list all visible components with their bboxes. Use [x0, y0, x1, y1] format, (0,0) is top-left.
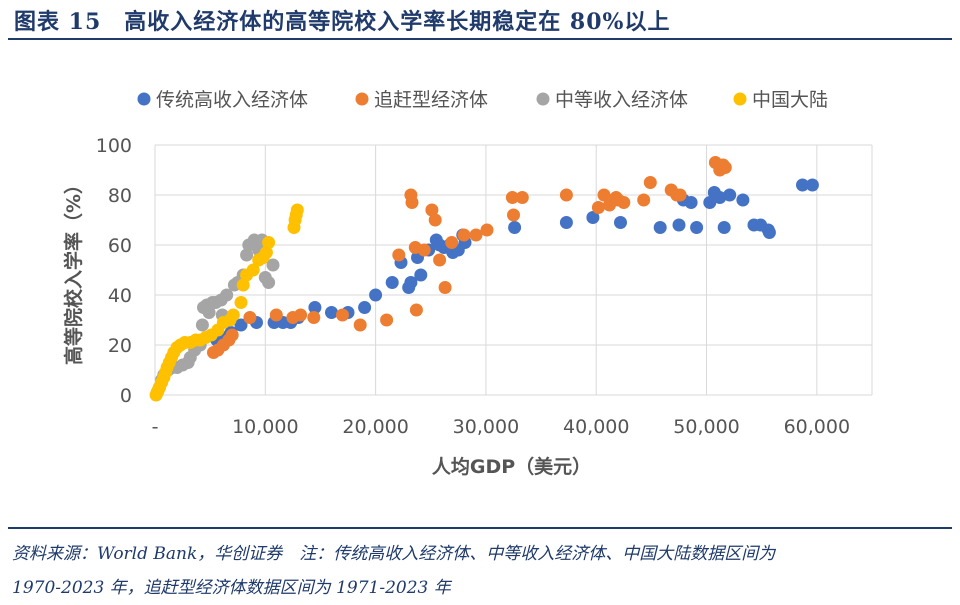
footer-rule — [8, 527, 952, 529]
data-point — [234, 318, 248, 332]
data-point — [236, 278, 250, 292]
data-point — [684, 196, 698, 209]
y-tick-label: 40 — [108, 285, 132, 307]
data-point — [202, 306, 216, 319]
data-point — [723, 188, 737, 202]
data-point — [617, 196, 631, 209]
data-point — [417, 243, 431, 257]
data-point — [358, 301, 372, 314]
data-point — [262, 236, 276, 249]
data-point — [515, 191, 529, 204]
legend-label: 中等收入经济体 — [555, 89, 688, 111]
data-point — [294, 308, 308, 322]
x-tick-label: - — [152, 416, 159, 438]
data-point — [762, 226, 776, 239]
data-point — [404, 276, 418, 289]
data-point — [505, 191, 519, 204]
data-point — [457, 228, 471, 242]
data-point — [225, 328, 239, 342]
data-point — [469, 228, 483, 242]
data-point — [269, 308, 283, 322]
data-point — [591, 201, 605, 214]
x-tick-label: 40,000 — [563, 416, 629, 438]
data-point — [796, 178, 809, 192]
data-point — [586, 211, 600, 224]
data-point — [425, 203, 439, 217]
data-point — [405, 196, 419, 209]
legend-marker — [733, 92, 747, 106]
data-point — [290, 203, 304, 217]
data-point — [409, 303, 423, 317]
data-point — [414, 268, 428, 282]
data-point — [445, 236, 459, 249]
legend-marker — [137, 92, 151, 106]
data-point — [246, 263, 260, 277]
data-point — [703, 196, 717, 209]
data-point — [614, 216, 627, 229]
data-point — [480, 223, 494, 237]
x-tick-label: 60,000 — [784, 416, 850, 438]
y-tick-label: 80 — [108, 185, 132, 207]
x-tick-label: 50,000 — [673, 416, 739, 438]
data-point — [643, 176, 657, 189]
source-line-2: 1970-2023 年，追赶型经济体数据区间为 1971-2023 年 — [12, 578, 451, 598]
x-tick-label: 10,000 — [232, 416, 298, 438]
data-point — [713, 191, 727, 204]
data-point — [336, 308, 349, 322]
y-tick-label: 0 — [120, 385, 132, 407]
data-point — [718, 161, 732, 174]
legend-label: 中国大陆 — [752, 89, 828, 111]
x-tick-label: 30,000 — [453, 416, 519, 438]
data-point — [637, 193, 651, 207]
legend-label: 传统高收入经济体 — [156, 89, 308, 111]
data-point — [195, 318, 209, 332]
title-rule — [8, 38, 952, 40]
data-point — [690, 221, 704, 234]
data-point — [307, 311, 321, 324]
data-point — [438, 281, 452, 294]
data-point — [240, 248, 254, 262]
figure-title: 图表 15 高收入经济体的高等院校入学率长期稳定在 80%以上 — [14, 9, 671, 35]
data-point — [308, 301, 322, 314]
data-point — [353, 318, 367, 332]
data-point — [672, 218, 686, 232]
scatter-chart: 0 20 40 60 80 100 - 10,000 20,000 30,000 40,000 50,… — [62, 89, 873, 478]
data-point — [673, 188, 687, 202]
data-point — [385, 276, 399, 289]
data-point — [736, 193, 750, 207]
data-point — [559, 188, 573, 202]
data-point — [369, 288, 383, 302]
legend-label: 追赶型经济体 — [374, 89, 488, 111]
source-line-1: 资料来源：World Bank，华创证券 注：传统高收入经济体、中等收入经济体、… — [12, 544, 776, 564]
data-point — [325, 306, 338, 319]
data-point — [597, 188, 611, 202]
y-tick-label: 20 — [108, 335, 132, 357]
data-point — [380, 313, 394, 327]
y-tick-label: 60 — [108, 235, 132, 257]
data-point — [717, 221, 731, 234]
y-tick-label: 100 — [96, 135, 132, 157]
data-point — [559, 216, 573, 229]
data-point — [262, 276, 276, 289]
data-point — [805, 178, 819, 192]
data-point — [220, 288, 234, 302]
title-bar: 图表 15 高收入经济体的高等院校入学率长期稳定在 80%以上 — [0, 0, 960, 38]
legend-marker — [536, 92, 550, 106]
data-point — [234, 296, 248, 309]
x-tick-label: 20,000 — [342, 416, 408, 438]
data-point — [226, 308, 240, 322]
y-axis-title: 高等院校入学率（%） — [62, 175, 85, 365]
data-point — [243, 311, 257, 324]
legend-marker — [355, 92, 369, 106]
data-point — [266, 258, 280, 272]
data-point — [433, 253, 447, 267]
data-point — [507, 208, 520, 222]
data-point — [653, 221, 667, 234]
data-point — [428, 213, 442, 227]
data-point — [392, 248, 406, 262]
x-axis-title: 人均GDP（美元） — [432, 455, 591, 478]
data-point — [259, 246, 273, 259]
source-note: 资料来源：World Bank，华创证券 注：传统高收入经济体、中等收入经济体、… — [12, 537, 952, 605]
data-point — [508, 221, 522, 234]
